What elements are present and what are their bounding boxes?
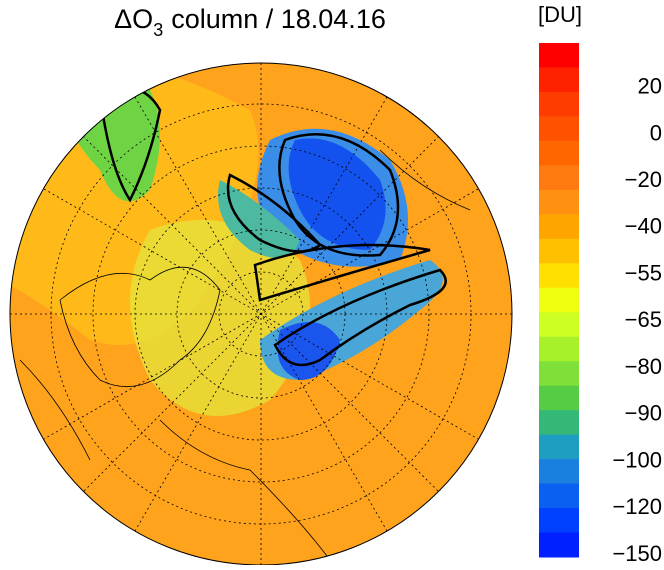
colorbar-swatch — [539, 410, 579, 436]
colorbar-swatch — [539, 459, 579, 485]
region — [277, 322, 340, 380]
colorbar-unit: [DU] — [538, 2, 582, 27]
colorbar-swatch — [539, 263, 579, 289]
colorbar-swatch — [539, 361, 579, 387]
colorbar-label: −55 — [625, 260, 662, 285]
colorbar-label: −120 — [612, 494, 662, 519]
colorbar-swatch — [539, 189, 579, 215]
colorbar-swatch — [539, 336, 579, 362]
colorbar-label: −90 — [625, 401, 662, 426]
colorbar-label: −80 — [625, 354, 662, 379]
colorbar-label: 20 — [638, 74, 662, 99]
colorbar-swatch — [539, 214, 579, 240]
colorbar-swatch — [539, 67, 579, 93]
colorbar-swatch — [539, 140, 579, 166]
colorbar-label: −100 — [612, 447, 662, 472]
graticule — [10, 63, 512, 565]
colorbar-label: 0 — [650, 120, 662, 145]
colorbar-swatch — [539, 312, 579, 338]
colorbar-label: −20 — [625, 167, 662, 192]
colorbar-swatch — [539, 43, 579, 68]
contours — [98, 86, 447, 367]
region — [130, 220, 310, 416]
title-text: column / 18.04.16 — [171, 4, 386, 34]
colorbar-label: −40 — [625, 214, 662, 239]
colorbar-label: −65 — [625, 307, 662, 332]
colorbar-swatch — [539, 508, 579, 534]
colorbar-swatch — [539, 483, 579, 509]
region — [288, 138, 386, 250]
map — [10, 63, 512, 565]
colorbar-swatch — [539, 434, 579, 460]
colorbar-swatch — [539, 385, 579, 411]
title-subscript: 3 — [153, 20, 163, 40]
colorbar-swatch — [539, 116, 579, 142]
coastlines — [19, 149, 471, 561]
region — [218, 180, 300, 258]
colorbar: 20 0 −20 −40 −55 −65 −80 −90 −100 −120 −150 — [539, 43, 662, 566]
colorbar-label: −150 — [612, 541, 662, 565]
colorbar-swatch — [539, 91, 579, 117]
colorbar-swatch — [539, 238, 579, 264]
colorbar-swatch — [539, 287, 579, 313]
colorbar-swatch — [539, 165, 579, 191]
title: ΔO3 column / 18.04.16 — [114, 4, 386, 40]
title-symbol: ΔO — [114, 4, 153, 34]
colorbar-swatch — [539, 532, 579, 558]
